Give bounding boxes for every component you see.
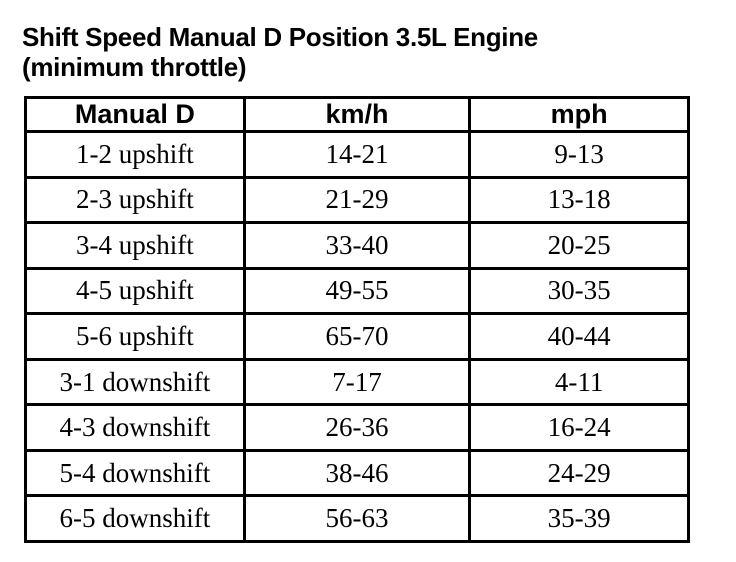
shift-label-cell: 5-6 upshift bbox=[24, 312, 246, 361]
table-row: 3-4 upshift 33-40 20-25 bbox=[24, 221, 690, 270]
page-title-line-1: Shift Speed Manual D Position 3.5L Engin… bbox=[22, 22, 538, 52]
kmh-value-cell: 65-70 bbox=[242, 312, 472, 361]
kmh-value-cell: 49-55 bbox=[242, 266, 472, 316]
table-row: 6-5 downshift 56-63 35-39 bbox=[24, 494, 690, 543]
table-row: 4-3 downshift 26-36 16-24 bbox=[24, 403, 690, 452]
column-header-manual-d: Manual D bbox=[24, 96, 246, 133]
mph-value-cell: 13-18 bbox=[468, 175, 690, 225]
table-row: 5-6 upshift 65-70 40-44 bbox=[24, 312, 690, 361]
kmh-value-cell: 14-21 bbox=[242, 130, 472, 179]
kmh-value-cell: 33-40 bbox=[242, 221, 472, 270]
mph-value-cell: 40-44 bbox=[468, 312, 690, 361]
shift-label-cell: 2-3 upshift bbox=[24, 175, 246, 225]
shift-label-cell: 3-4 upshift bbox=[24, 221, 246, 270]
kmh-value-cell: 26-36 bbox=[242, 403, 472, 452]
table-row: 1-2 upshift 14-21 9-13 bbox=[24, 130, 690, 179]
page-title: Shift Speed Manual D Position 3.5L Engin… bbox=[22, 22, 538, 82]
shift-label-cell: 3-1 downshift bbox=[24, 357, 246, 407]
table-row: 5-4 downshift 38-46 24-29 bbox=[24, 448, 690, 498]
kmh-value-cell: 56-63 bbox=[242, 494, 472, 543]
shift-label-cell: 4-3 downshift bbox=[24, 403, 246, 452]
mph-value-cell: 30-35 bbox=[468, 266, 690, 316]
table-header-row: Manual D km/h mph bbox=[24, 96, 690, 133]
column-header-mph: mph bbox=[468, 96, 690, 133]
table-row: 3-1 downshift 7-17 4-11 bbox=[24, 357, 690, 407]
mph-value-cell: 9-13 bbox=[468, 130, 690, 179]
table-row: 4-5 upshift 49-55 30-35 bbox=[24, 266, 690, 316]
column-header-kmh: km/h bbox=[242, 96, 472, 133]
kmh-value-cell: 21-29 bbox=[242, 175, 472, 225]
shift-label-cell: 1-2 upshift bbox=[24, 130, 246, 179]
mph-value-cell: 20-25 bbox=[468, 221, 690, 270]
shift-label-cell: 4-5 upshift bbox=[24, 266, 246, 316]
shift-speed-table: Manual D km/h mph 1-2 upshift 14-21 9-13… bbox=[24, 96, 690, 543]
shift-label-cell: 5-4 downshift bbox=[24, 448, 246, 498]
mph-value-cell: 24-29 bbox=[468, 448, 690, 498]
kmh-value-cell: 7-17 bbox=[242, 357, 472, 407]
shift-label-cell: 6-5 downshift bbox=[24, 494, 246, 543]
mph-value-cell: 16-24 bbox=[468, 403, 690, 452]
mph-value-cell: 4-11 bbox=[468, 357, 690, 407]
table-row: 2-3 upshift 21-29 13-18 bbox=[24, 175, 690, 225]
page-title-line-2: (minimum throttle) bbox=[22, 52, 247, 82]
kmh-value-cell: 38-46 bbox=[242, 448, 472, 498]
mph-value-cell: 35-39 bbox=[468, 494, 690, 543]
